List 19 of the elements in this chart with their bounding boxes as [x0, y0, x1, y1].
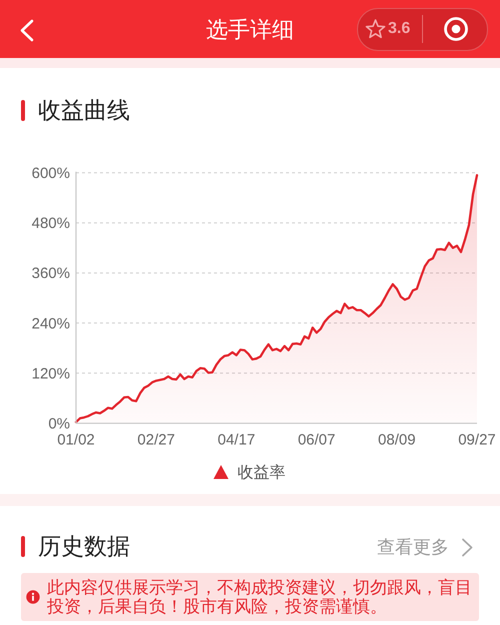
chart-title: 收益曲线 — [38, 96, 130, 125]
x-tick-label: 04/17 — [218, 432, 256, 449]
text: 查看更多 — [377, 536, 449, 559]
text: 3.6 — [388, 19, 410, 39]
y-tick-label: 0% — [48, 416, 70, 433]
text: 选手详细 — [206, 17, 294, 42]
text: 此内容仅供展示学习，不构成投资建议，切勿跟风，盲目投资，后果自负！股市有风险，投资需谨慎。 — [47, 578, 473, 616]
y-tick-label: 240% — [32, 315, 70, 332]
y-tick-label: 480% — [32, 215, 70, 232]
y-tick-label: 120% — [32, 365, 70, 382]
x-tick-label: 02/27 — [137, 432, 175, 449]
legend-label: 收益率 — [238, 464, 286, 482]
y-tick-label: 600% — [32, 164, 70, 182]
x-tick-label: 09/27 — [458, 432, 496, 449]
y-tick-label: 360% — [32, 265, 70, 282]
x-tick-label: 06/07 — [298, 432, 336, 449]
text: 历史数据 — [38, 532, 130, 561]
x-tick-label: 01/02 — [57, 432, 95, 449]
x-tick-label: 08/09 — [378, 432, 416, 449]
